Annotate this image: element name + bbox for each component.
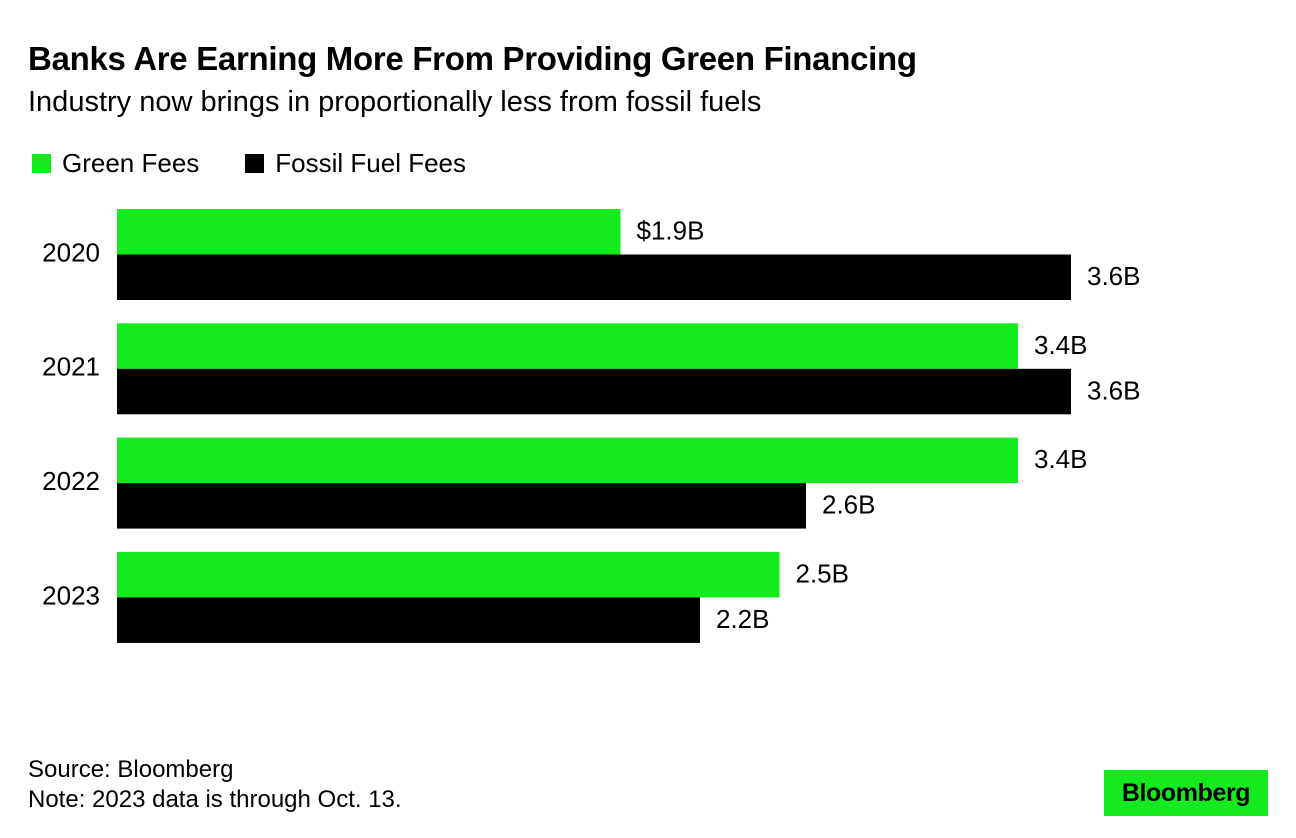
data-label-fossil-fuel-fees-2021: 3.6B bbox=[1087, 375, 1141, 405]
legend-swatch-fossil-fuel-fees bbox=[245, 154, 265, 173]
y-tick-label-2023: 2023 bbox=[42, 580, 100, 610]
data-label-fossil-fuel-fees-2020: 3.6B bbox=[1087, 261, 1141, 291]
y-tick-label-2022: 2022 bbox=[42, 466, 100, 496]
bar-fossil-fuel-fees-2021 bbox=[117, 368, 1071, 415]
legend: Green Fees Fossil Fuel Fees bbox=[32, 148, 512, 179]
data-label-fossil-fuel-fees-2023: 2.2B bbox=[716, 604, 770, 634]
data-note: Note: 2023 data is through Oct. 13. bbox=[28, 786, 402, 813]
bar-green-fees-2020 bbox=[117, 209, 621, 255]
legend-swatch-green-fees bbox=[32, 154, 51, 173]
legend-item-green-fees: Green Fees bbox=[32, 148, 199, 179]
source-note: Source: Bloomberg bbox=[28, 756, 234, 783]
y-tick-label-2020: 2020 bbox=[42, 237, 100, 267]
legend-item-fossil-fuel-fees: Fossil Fuel Fees bbox=[245, 148, 466, 179]
chart-title: Banks Are Earning More From Providing Gr… bbox=[28, 40, 917, 77]
chart-subtitle: Industry now brings in proportionally le… bbox=[28, 86, 762, 118]
bar-green-fees-2021 bbox=[117, 323, 1018, 369]
data-label-green-fees-2023: 2.5B bbox=[796, 559, 850, 589]
data-label-green-fees-2022: 3.4B bbox=[1034, 444, 1088, 474]
y-tick-label-2021: 2021 bbox=[42, 352, 100, 382]
data-label-green-fees-2021: 3.4B bbox=[1034, 330, 1088, 360]
data-label-fossil-fuel-fees-2022: 2.6B bbox=[822, 490, 876, 520]
bloomberg-logo: Bloomberg bbox=[1104, 770, 1268, 816]
bar-fossil-fuel-fees-2020 bbox=[117, 254, 1071, 300]
bar-green-fees-2022 bbox=[117, 437, 1018, 484]
legend-label-fossil-fuel-fees: Fossil Fuel Fees bbox=[275, 148, 467, 178]
bar-fossil-fuel-fees-2022 bbox=[117, 483, 806, 529]
legend-label-green-fees: Green Fees bbox=[62, 148, 200, 178]
data-label-green-fees-2020: $1.9B bbox=[637, 216, 705, 246]
bloomberg-logo-text: Bloomberg bbox=[1121, 778, 1251, 807]
bar-fossil-fuel-fees-2023 bbox=[117, 597, 700, 643]
bar-green-fees-2023 bbox=[117, 551, 780, 598]
